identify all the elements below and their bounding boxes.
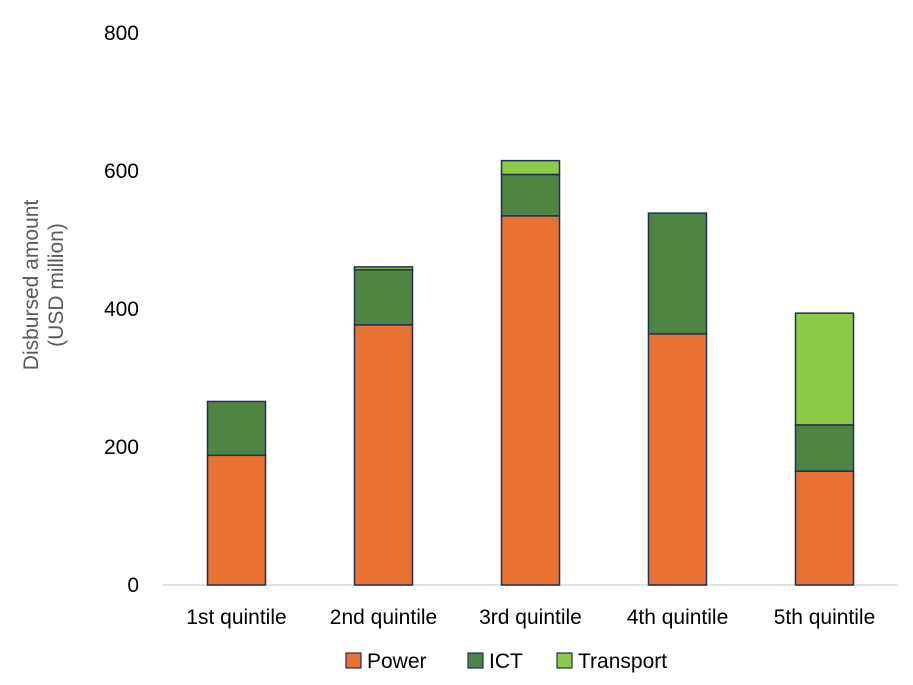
- x-tick-label: 3rd quintile: [479, 606, 582, 629]
- y-axis-label-line-1: Disbursed amount: [20, 200, 43, 371]
- legend-label: ICT: [489, 650, 523, 673]
- bar-stack: [647, 212, 708, 586]
- legend: Power ICT Transport: [345, 650, 667, 673]
- y-tick-label: 400: [104, 298, 139, 321]
- bar-stack: [206, 400, 267, 586]
- legend-label: Power: [367, 650, 427, 673]
- bar-segment-transport: [794, 312, 855, 426]
- legend-item-ict: ICT: [467, 650, 523, 673]
- y-tick-label: 600: [104, 160, 139, 183]
- bar-segment-power: [794, 470, 855, 586]
- legend-item-power: Power: [345, 650, 427, 673]
- legend-swatch: [467, 652, 484, 669]
- bar-segment-ict: [206, 400, 267, 457]
- bars: [206, 159, 855, 586]
- bar-segment-power: [647, 333, 708, 586]
- y-tick-label: 0: [127, 574, 139, 597]
- y-tick-label: 200: [104, 436, 139, 459]
- bar-segment-transport: [500, 159, 561, 176]
- bar-segment-ict: [647, 212, 708, 335]
- legend-item-transport: Transport: [556, 650, 667, 673]
- bar-segment-ict: [500, 173, 561, 217]
- bar-stack: [500, 159, 561, 586]
- y-tick-label: 800: [104, 22, 139, 45]
- x-tick-label: 5th quintile: [774, 606, 876, 629]
- x-tick-label: 4th quintile: [627, 606, 729, 629]
- x-axis-labels: 1st quintile 2nd quintile 3rd quintile 4th …: [186, 606, 875, 629]
- y-axis-ticks: 0 200 400 600 800: [104, 22, 139, 597]
- bar-stack: [353, 266, 414, 586]
- bar-segment-transport: [353, 266, 414, 271]
- bar-stack: [794, 312, 855, 586]
- legend-swatch: [345, 652, 362, 669]
- bar-segment-power: [353, 324, 414, 586]
- x-tick-label: 1st quintile: [186, 606, 286, 629]
- y-axis-label-line-2: (USD million): [45, 223, 68, 347]
- legend-swatch: [556, 652, 573, 669]
- y-axis-label: Disbursed amount (USD million): [20, 200, 68, 371]
- bar-segment-ict: [794, 424, 855, 472]
- bar-segment-power: [500, 215, 561, 586]
- bar-segment-ict: [353, 268, 414, 326]
- legend-label: Transport: [578, 650, 667, 673]
- x-tick-label: 2nd quintile: [330, 606, 437, 629]
- bar-segment-power: [206, 454, 267, 586]
